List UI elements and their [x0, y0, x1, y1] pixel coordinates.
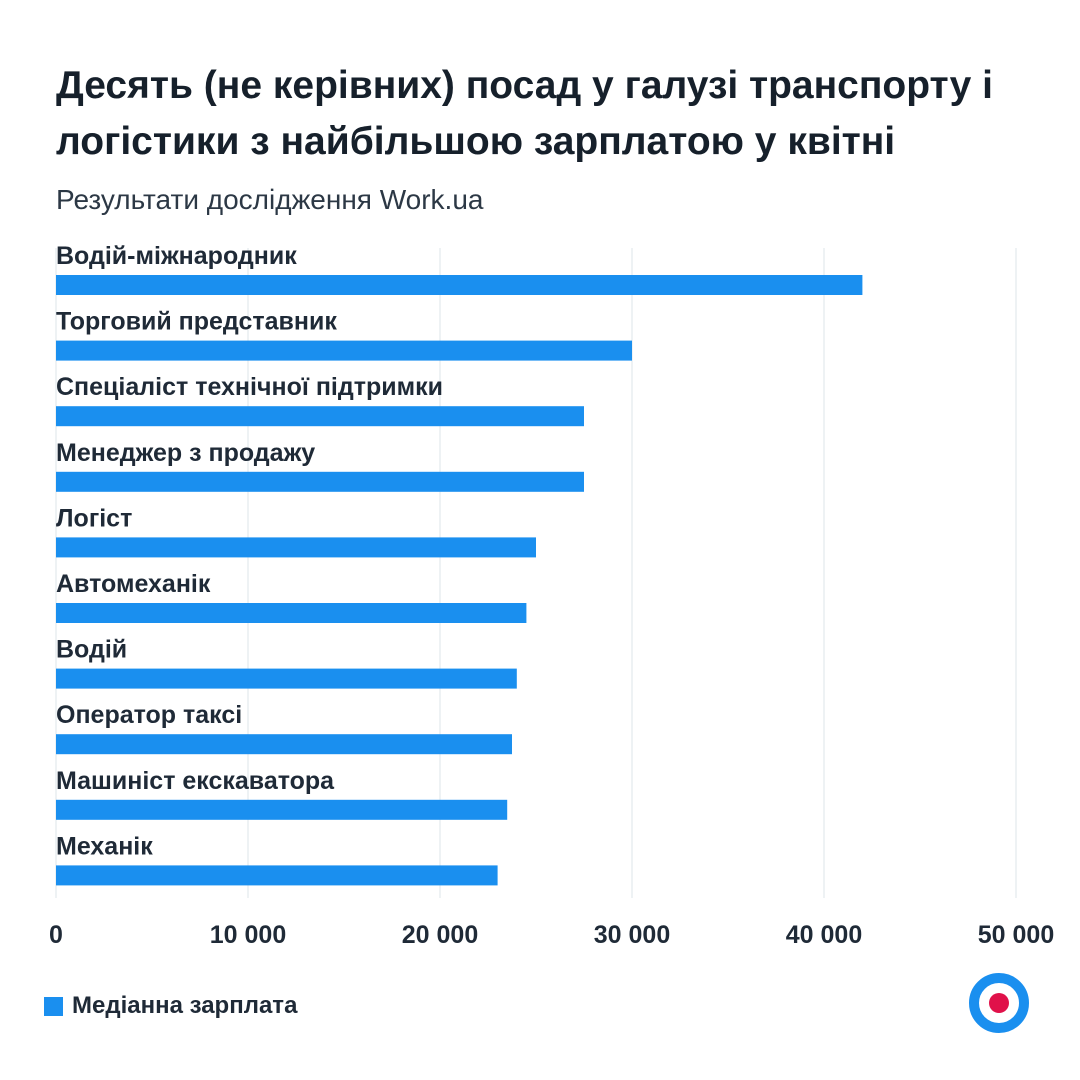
category-label: Машиніст екскаватора — [56, 767, 335, 795]
bar — [56, 865, 498, 886]
category-label: Логіст — [56, 504, 132, 532]
bar — [56, 471, 584, 492]
x-tick-label: 20 000 — [402, 921, 478, 949]
bar — [56, 340, 632, 361]
bar — [56, 734, 512, 755]
legend-swatch — [44, 996, 63, 1016]
bars — [56, 275, 863, 886]
category-label: Механік — [56, 832, 153, 860]
work-ua-logo-icon — [969, 973, 1029, 1033]
legend: Медіанна зарплата — [44, 992, 297, 1020]
category-label: Менеджер з продажу — [56, 439, 315, 467]
x-tick-label: 30 000 — [594, 921, 670, 949]
chart-subtitle: Результати дослідження Work.ua — [56, 184, 484, 215]
category-label: Водій-міжнародник — [56, 242, 297, 270]
x-tick-label: 10 000 — [210, 921, 286, 949]
chart-title: Десять (не керівних) посад у галузі тран… — [56, 64, 993, 163]
x-tick-label: 40 000 — [786, 921, 862, 949]
bar — [56, 799, 508, 820]
category-label: Спеціаліст технічної підтримки — [56, 373, 443, 401]
bar — [56, 537, 536, 558]
x-tick-label: 50 000 — [978, 921, 1054, 949]
category-label: Автомеханік — [56, 570, 211, 598]
bar — [56, 668, 517, 689]
bar — [56, 275, 863, 295]
category-labels: Водій-міжнародник Торговий представник Спе… — [56, 242, 443, 860]
x-tick-labels: 0 10 000 20 000 30 000 40 000 50 000 — [49, 921, 1054, 949]
category-label: Водій — [56, 636, 127, 664]
bar — [56, 406, 584, 427]
x-tick-label: 0 — [49, 921, 63, 949]
category-label: Оператор таксі — [56, 701, 242, 729]
legend-label: Медіанна зарплата — [72, 992, 298, 1019]
bar — [56, 603, 527, 623]
category-label: Торговий представник — [56, 308, 337, 336]
